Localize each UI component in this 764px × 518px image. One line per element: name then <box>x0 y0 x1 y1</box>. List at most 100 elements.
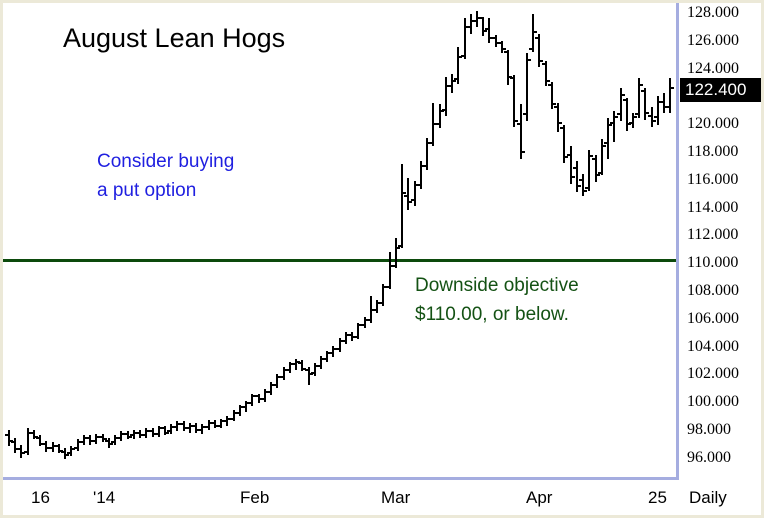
ohlc-bar <box>590 155 593 157</box>
ohlc-bar <box>373 309 376 311</box>
ohlc-bar <box>545 61 547 86</box>
ohlc-bar <box>298 362 301 364</box>
ohlc-bar <box>585 187 588 189</box>
ohlc-bar <box>492 37 495 39</box>
ohlc-bar <box>554 106 557 108</box>
ohlc-bar <box>548 84 551 86</box>
ohlc-bar <box>45 441 47 452</box>
ohlc-bar <box>295 359 297 370</box>
ohlc-bar <box>314 363 316 376</box>
ohlc-bar <box>615 116 618 118</box>
ohlc-bar <box>220 419 222 428</box>
ohlc-bar <box>457 47 459 84</box>
ohlc-bar <box>66 454 69 456</box>
ohlc-bar <box>613 111 615 142</box>
ohlc-bar <box>329 352 332 354</box>
ohlc-bar <box>598 172 601 174</box>
ohlc-bar <box>367 319 370 321</box>
ohlc-bar <box>407 178 409 210</box>
ohlc-bar <box>149 430 152 432</box>
ohlc-bar <box>501 41 503 53</box>
ohlc-bar <box>201 424 203 434</box>
ohlc-bar <box>95 434 97 444</box>
ohlc-bar <box>482 17 484 36</box>
time-axis-label: Apr <box>526 488 553 507</box>
ohlc-bar <box>283 367 285 380</box>
ohlc-bar <box>22 452 25 454</box>
ohlc-bar <box>233 410 235 421</box>
ohlc-bar <box>572 176 575 178</box>
ohlc-bar <box>629 122 632 124</box>
ohlc-bar <box>70 446 72 456</box>
ohlc-bar <box>386 286 389 288</box>
ohlc-bar <box>635 113 638 115</box>
ohlc-bar <box>479 17 482 19</box>
ohlc-bar <box>42 443 45 445</box>
ohlc-bar <box>414 181 416 206</box>
ohlc-bar <box>108 438 110 448</box>
ohlc-bar <box>161 427 164 429</box>
ohlc-bar <box>623 99 626 101</box>
ohlc-bar <box>559 122 562 124</box>
ohlc-bar <box>563 125 565 163</box>
time-axis-label: Mar <box>381 488 411 507</box>
ohlc-bar <box>142 434 145 436</box>
ohlc-bar <box>669 78 671 113</box>
ohlc-bar <box>354 336 357 338</box>
ohlc-bar <box>448 85 451 87</box>
ohlc-bar <box>74 447 77 449</box>
price-axis-label: 128.000 <box>687 4 739 21</box>
ohlc-bar <box>582 174 584 196</box>
ohlc-bar <box>403 192 406 194</box>
ohlc-bar <box>648 115 651 117</box>
ohlc-bar <box>336 348 339 350</box>
last-price-badge: 122.400 <box>680 78 761 102</box>
ohlc-bar <box>11 441 14 443</box>
ohlc-bar <box>124 433 127 435</box>
ohlc-bar <box>27 428 29 455</box>
ohlc-bar <box>320 356 322 369</box>
ohlc-bar <box>351 332 353 341</box>
ohlc-bar <box>584 190 587 192</box>
ohlc-bar <box>376 300 378 313</box>
ohlc-bar <box>117 437 120 439</box>
ohlc-bar <box>607 118 609 159</box>
ohlc-bar <box>528 59 531 61</box>
ohlc-bar <box>379 302 382 304</box>
ohlc-bar <box>86 437 89 439</box>
ohlc-bar <box>565 156 568 158</box>
ohlc-bar <box>77 439 79 451</box>
ohlc-bar <box>485 28 488 30</box>
ohlc-bar <box>617 113 620 115</box>
ohlc-bar <box>39 435 41 446</box>
ohlc-bar <box>20 445 22 458</box>
ohlc-bar <box>515 120 518 122</box>
price-axis-label: 102.000 <box>687 365 739 382</box>
ohlc-bar <box>217 425 220 427</box>
price-chart-plot-area: August Lean Hogs Consider buying a put o… <box>3 3 679 480</box>
ohlc-bar <box>364 317 366 328</box>
ohlc-bar <box>498 42 501 44</box>
price-axis-label: 108.000 <box>687 282 739 299</box>
ohlc-bar <box>276 374 278 388</box>
ohlc-bar <box>570 146 572 184</box>
ohlc-bar <box>517 123 520 125</box>
ohlc-bar <box>560 127 563 129</box>
ohlc-bar <box>264 389 266 402</box>
ohlc-bar <box>102 434 104 442</box>
price-axis-label: 98.000 <box>687 421 731 438</box>
ohlc-bar <box>127 431 129 439</box>
ohlc-bar <box>603 145 606 147</box>
ohlc-bar <box>453 80 456 82</box>
ohlc-bar <box>170 424 172 434</box>
ohlc-bar <box>454 78 457 80</box>
ohlc-bar <box>404 195 407 197</box>
ohlc-bar <box>317 365 320 367</box>
ohlc-bar <box>529 48 532 50</box>
ohlc-bar <box>436 123 439 125</box>
ohlc-bar <box>251 394 253 406</box>
ohlc-bar <box>426 138 428 170</box>
ohlc-bar <box>17 448 20 450</box>
ohlc-bar <box>604 142 607 144</box>
ohlc-bar <box>273 384 276 386</box>
